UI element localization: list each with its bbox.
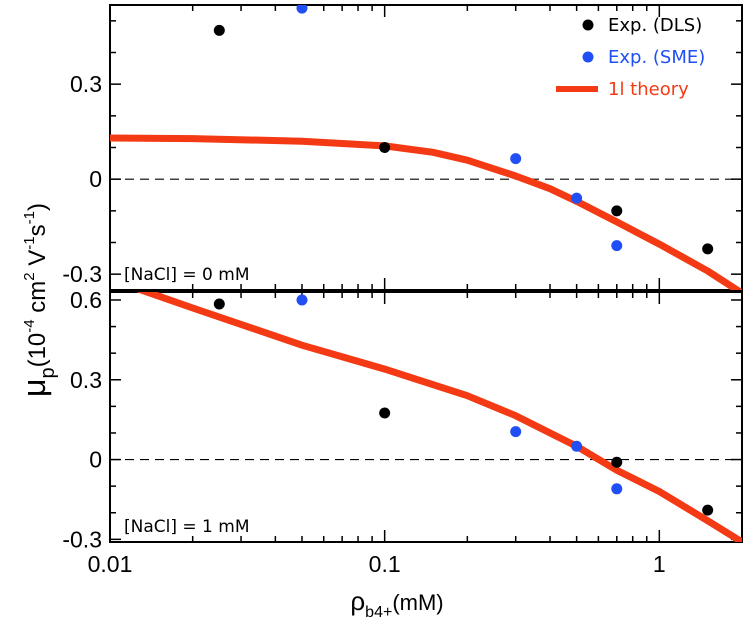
y-tick-label: -0.3 xyxy=(62,261,102,287)
y-tick-label: 0 xyxy=(89,447,102,473)
legend: Exp. (DLS) Exp. (SME) 1l theory xyxy=(556,15,705,100)
ylabel-close: ) xyxy=(24,203,51,211)
dls-point xyxy=(213,298,225,310)
data-layer xyxy=(136,292,742,542)
dls-point xyxy=(611,456,623,468)
y-tick-label: 0.3 xyxy=(70,71,102,97)
ylabel-exp3: -1 xyxy=(21,236,38,249)
sme-point xyxy=(611,483,623,495)
panel-annotation: [NaCl] = 1 mM xyxy=(124,517,250,537)
xlabel-sub: b4+ xyxy=(365,604,392,621)
sme-point xyxy=(571,440,583,452)
ylabel-mu: μ xyxy=(16,379,52,397)
y-tick-label: 0 xyxy=(89,166,102,192)
xlabel-rho: ρ xyxy=(350,586,365,616)
sme-point xyxy=(510,153,522,165)
legend-label: Exp. (SME) xyxy=(608,47,705,68)
sme-point xyxy=(510,426,522,438)
dls-point xyxy=(379,142,391,153)
legend-label: 1l theory xyxy=(608,79,689,100)
x-axis-title: ρb4+(mM) xyxy=(350,586,443,621)
legend-marker xyxy=(582,51,594,63)
ylabel-exp2: 2 xyxy=(21,272,38,280)
plot-frame xyxy=(109,291,743,543)
x-tick-label: 0.01 xyxy=(88,551,133,577)
ylabel-exp1: -4 xyxy=(21,319,38,332)
data-layer xyxy=(110,5,742,290)
sme-point xyxy=(296,5,308,14)
dls-point xyxy=(702,504,714,516)
ylabel-v: V xyxy=(24,250,51,273)
ylabel-exp4: -1 xyxy=(21,211,38,224)
bottom-panel: -0.3 0 0.3 0.6 0.01 0.1 1 [NaCl] = 1 mM xyxy=(62,287,743,577)
x-tick-label: 1 xyxy=(653,551,666,577)
theory-curve xyxy=(136,292,742,542)
dls-point xyxy=(379,407,391,419)
y-axis-title: μp(10-4 cm2 V-1s-1) xyxy=(16,203,59,397)
ylabel-cm: cm xyxy=(24,281,51,320)
theory-curve xyxy=(110,134,742,290)
top-panel: -0.3 0 0.3 [NaCl] = 0 mM Exp. (DLS) Exp. (SME… xyxy=(62,4,743,291)
legend-label: Exp. (DLS) xyxy=(608,15,702,36)
y-tick-label: -0.3 xyxy=(62,526,102,552)
dls-point xyxy=(702,243,714,255)
sme-point xyxy=(571,192,583,204)
dls-point xyxy=(213,24,225,36)
xlabel-units: (mM) xyxy=(392,590,443,615)
sme-point xyxy=(296,294,308,306)
legend-marker xyxy=(582,19,594,31)
ylabel-sub: p xyxy=(37,367,59,378)
ylabel-s: s xyxy=(24,224,51,236)
ylabel-units: (10 xyxy=(24,333,51,368)
y-tick-label: 0.6 xyxy=(70,287,102,313)
panel-annotation: [NaCl] = 0 mM xyxy=(124,265,250,285)
x-tick-label: 0.1 xyxy=(369,551,401,577)
sme-point xyxy=(611,240,623,252)
dls-point xyxy=(611,205,623,217)
y-tick-label: 0.3 xyxy=(70,367,102,393)
